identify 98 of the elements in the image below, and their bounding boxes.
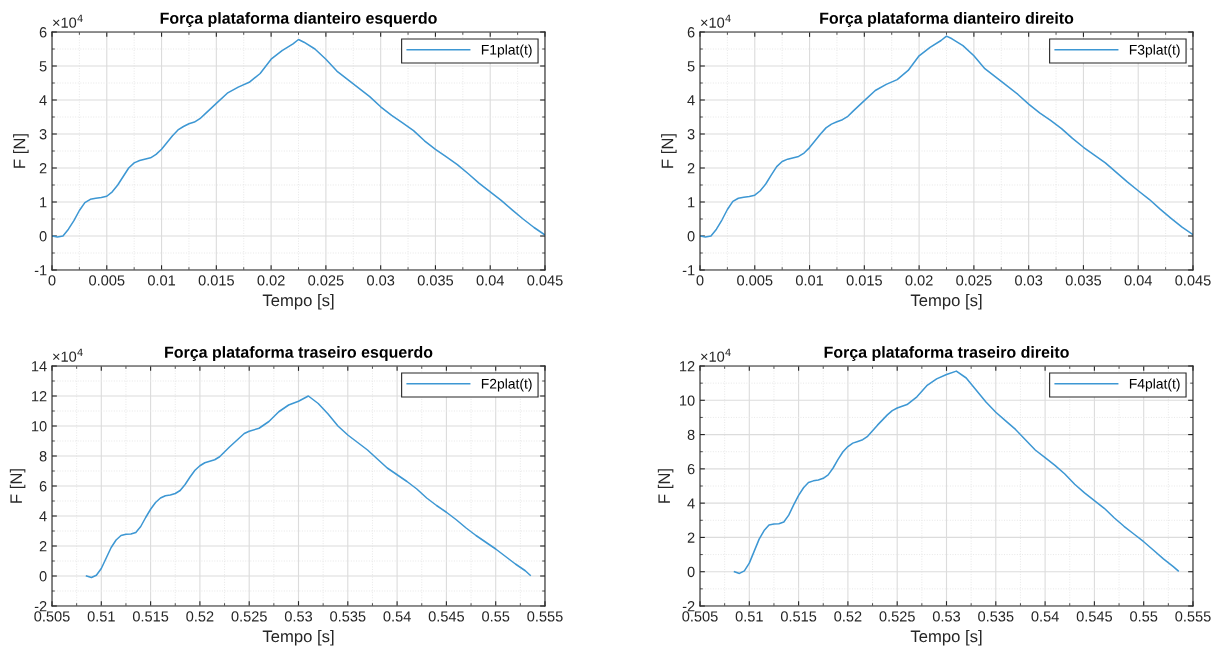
- y-axis-title: F [N]: [9, 469, 26, 503]
- x-tick-label: 0.03: [1015, 275, 1043, 286]
- x-tick-label: 0.53: [932, 611, 961, 622]
- x-tick-label: 0.535: [330, 611, 366, 622]
- y-tick-label: -2: [682, 601, 695, 612]
- y-tick-label: 12: [32, 391, 47, 402]
- x-tick-label: 0.545: [428, 611, 465, 622]
- y-tick-label: 6: [687, 27, 695, 38]
- x-tick-label: 0.525: [231, 611, 267, 622]
- line-series: [733, 370, 1179, 575]
- x-tick-label: 0.015: [846, 275, 882, 286]
- x-tick-label: 0.045: [527, 275, 563, 286]
- x-tick-label: 0.51: [735, 611, 763, 622]
- y-tick-label: 4: [687, 498, 695, 509]
- chart-title: Força plataforma traseiro esquerdo: [165, 346, 433, 361]
- x-tick-label: 0.515: [780, 611, 817, 622]
- x-tick-label: 0.045: [1175, 275, 1211, 286]
- y-tick-label: 12: [680, 361, 695, 372]
- x-axis-title: Tempo [s]: [262, 294, 334, 310]
- text: ×10$^{4}$: [701, 14, 731, 28]
- y-tick-label: 8: [687, 429, 695, 440]
- x-tick-label: 0.03: [367, 275, 395, 286]
- x-axis-title: Tempo [s]: [910, 294, 982, 310]
- x-tick-label: 0.545: [1076, 611, 1113, 622]
- x-tick-label: 0.01: [795, 275, 824, 286]
- legend-label: F1plat(t): [481, 44, 532, 58]
- x-tick-label: 0.035: [417, 275, 454, 286]
- x-tick-label: 0.52: [186, 611, 214, 622]
- x-axis-title: Tempo [s]: [910, 630, 982, 646]
- y-axis-title: F [N]: [13, 134, 29, 168]
- x-tick-label: 0.02: [905, 275, 933, 286]
- y-tick-label: 0: [687, 566, 695, 578]
- x-tick-label: 0.53: [284, 611, 313, 622]
- y-tick-label: 4: [39, 95, 47, 106]
- text: ×10$^{4}$: [53, 348, 83, 362]
- legend-label: F4plat(t): [1129, 378, 1180, 392]
- x-tick-label: 0.04: [476, 275, 504, 286]
- x-tick-label: 0: [696, 275, 704, 286]
- x-tick-label: 0.555: [1175, 611, 1211, 622]
- y-tick-label: 5: [687, 61, 695, 72]
- y-tick-label: -1: [682, 265, 695, 276]
- text: ×10$^{4}$: [53, 14, 83, 28]
- x-tick-label: 0.01: [147, 275, 176, 286]
- x-tick-label: 0.005: [737, 275, 773, 286]
- y-tick-label: 14: [32, 361, 47, 372]
- x-tick-label: 0.55: [482, 611, 510, 622]
- y-tick-label: 10: [32, 421, 47, 432]
- x-tick-label: 0.505: [34, 611, 70, 622]
- line-series: [85, 395, 531, 579]
- x-tick-label: 0.505: [682, 611, 718, 622]
- y-tick-label: 10: [680, 395, 695, 406]
- y-tick-label: 0: [687, 231, 695, 242]
- x-tick-label: 0.025: [956, 275, 992, 286]
- y-tick-label: 2: [39, 163, 47, 174]
- x-tick-label: 0.51: [87, 611, 115, 622]
- y-tick-label: 2: [687, 532, 695, 543]
- line-series: [52, 38, 545, 238]
- x-tick-label: 0.035: [1065, 275, 1102, 286]
- y-tick-label: 1: [688, 197, 695, 208]
- x-axis-title: Tempo [s]: [262, 630, 334, 646]
- legend-label: F2plat(t): [481, 378, 532, 392]
- x-tick-label: 0.02: [257, 275, 285, 286]
- y-tick-label: 8: [39, 451, 47, 462]
- x-tick-label: 0.54: [1031, 611, 1059, 622]
- text: ×10$^{4}$: [701, 348, 731, 362]
- x-tick-label: 0.015: [198, 275, 234, 286]
- y-tick-label: 2: [39, 541, 47, 552]
- x-tick-label: 0: [48, 275, 56, 286]
- y-axis-title: F [N]: [657, 469, 674, 503]
- chart-title: Força plataforma dianteiro direito: [820, 12, 1074, 27]
- chart-title: Força plataforma traseiro direito: [824, 346, 1069, 361]
- y-tick-label: 6: [39, 481, 47, 492]
- chart-title: Força plataforma dianteiro esquerdo: [160, 12, 437, 27]
- x-tick-label: 0.535: [978, 611, 1014, 622]
- y-tick-label: 6: [687, 463, 695, 475]
- y-tick-label: 0: [39, 571, 47, 582]
- y-tick-label: -2: [34, 601, 47, 612]
- y-tick-label: 4: [39, 511, 47, 522]
- legend-label: F3plat(t): [1129, 44, 1180, 58]
- y-axis-title: F [N]: [661, 134, 677, 168]
- x-tick-label: 0.515: [132, 611, 169, 622]
- x-tick-label: 0.54: [383, 611, 411, 622]
- y-tick-label: 1: [40, 197, 47, 208]
- x-tick-label: 0.025: [308, 275, 344, 286]
- y-tick-label: -1: [34, 265, 47, 276]
- x-tick-label: 0.005: [89, 275, 125, 286]
- y-tick-label: 4: [687, 95, 695, 106]
- x-tick-label: 0.52: [834, 611, 862, 622]
- x-tick-label: 0.55: [1130, 611, 1158, 622]
- y-tick-label: 3: [39, 129, 47, 140]
- x-tick-label: 0.525: [879, 611, 915, 622]
- y-tick-label: 5: [39, 61, 47, 72]
- y-tick-label: 3: [687, 129, 695, 140]
- y-tick-label: 0: [39, 231, 47, 242]
- x-tick-label: 0.555: [527, 611, 563, 622]
- y-tick-label: 2: [687, 163, 695, 174]
- y-tick-label: 6: [39, 27, 47, 38]
- x-tick-label: 0.04: [1124, 275, 1152, 286]
